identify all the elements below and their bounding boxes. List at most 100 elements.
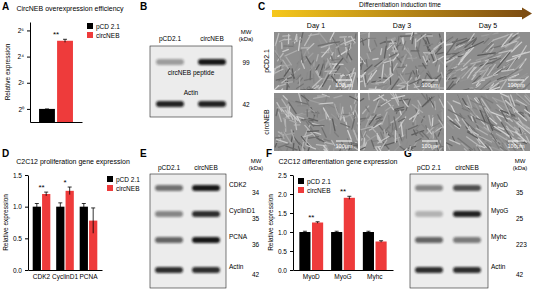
y-tick-mark xyxy=(27,30,30,31)
cell xyxy=(297,84,304,89)
plot-marks xyxy=(33,187,98,270)
cell xyxy=(373,58,378,59)
cell xyxy=(476,89,489,90)
error-bar-line xyxy=(46,192,47,196)
cell xyxy=(422,97,431,106)
cell xyxy=(470,88,478,90)
cell xyxy=(401,97,403,103)
cell xyxy=(519,128,521,133)
cell xyxy=(298,105,306,107)
cell xyxy=(426,90,436,91)
y-tick-mark xyxy=(25,175,28,176)
scale-bar xyxy=(422,141,438,142)
legend-label: pCD 2.1 xyxy=(307,178,331,186)
x-tick: PCNA xyxy=(79,273,98,280)
cell xyxy=(283,96,287,100)
bar-chart: 0.00.51.01.52.02.5MyoDMyoGMyhc****C2C12 … xyxy=(267,158,398,281)
cell xyxy=(278,112,281,121)
lane-label: pCD2.1 xyxy=(159,35,181,43)
cell xyxy=(322,48,330,57)
cell xyxy=(446,37,453,45)
y-tick: 0.5 xyxy=(278,248,293,255)
y-tick: 1.0 xyxy=(278,229,293,236)
chart-title: C2C12 differentiation gene expression xyxy=(279,158,398,166)
cell xyxy=(378,136,389,143)
cell xyxy=(397,36,399,49)
y-tick: 2⁶ xyxy=(18,27,30,34)
chart-title: CircNEB overexpression efficiency xyxy=(16,5,124,13)
y-tick-label: 2⁴ xyxy=(18,53,25,60)
cell xyxy=(476,128,487,135)
cell xyxy=(439,120,444,130)
cell xyxy=(434,42,444,49)
error-bar-cap xyxy=(303,231,307,232)
cell xyxy=(357,127,358,133)
y-tick-label: 0.5 xyxy=(13,235,22,242)
cell xyxy=(275,33,278,45)
cell xyxy=(284,39,291,41)
cell xyxy=(392,96,405,99)
cell xyxy=(307,44,313,50)
y-tick-label: 2⁰ xyxy=(18,105,25,112)
mw-value: 35 xyxy=(252,215,260,222)
cell xyxy=(309,108,314,112)
cell xyxy=(496,110,508,118)
cell xyxy=(360,32,369,35)
y-tick-label: 1.5 xyxy=(13,172,22,179)
cell xyxy=(304,79,312,81)
cell xyxy=(450,121,459,128)
cell xyxy=(424,52,433,54)
row-label: circNEB peptide xyxy=(168,69,215,77)
cell xyxy=(502,34,511,45)
significance: ** xyxy=(38,183,44,192)
scale-bar xyxy=(508,141,524,142)
x-tick: MyoD xyxy=(303,273,320,281)
band xyxy=(453,185,481,191)
error-bar-cap xyxy=(63,39,67,40)
cell xyxy=(391,61,393,72)
cell xyxy=(408,147,411,151)
cell xyxy=(406,141,408,148)
cell xyxy=(392,50,397,51)
cell xyxy=(498,53,510,68)
cell xyxy=(330,64,337,74)
cell xyxy=(399,111,406,120)
mw-value: 42 xyxy=(252,271,260,278)
cell xyxy=(294,137,301,146)
cell xyxy=(276,149,279,151)
y-tick-label: 0.0 xyxy=(278,267,287,274)
cell xyxy=(478,83,493,90)
y-tick: 1.5 xyxy=(13,172,28,179)
cell xyxy=(397,85,405,87)
legend-swatch xyxy=(107,176,113,182)
cell xyxy=(311,61,314,65)
legend: pCD 2.1circNEB xyxy=(87,23,120,39)
error-bar-cap xyxy=(379,240,383,241)
cell xyxy=(416,139,421,142)
cell xyxy=(517,94,530,105)
cell xyxy=(518,122,530,133)
cell xyxy=(363,138,365,147)
cell xyxy=(339,45,349,47)
cell xyxy=(328,42,339,43)
cell xyxy=(291,130,294,140)
mw-header: MW xyxy=(251,158,262,164)
micrograph-bg xyxy=(446,93,530,151)
panel-label: B xyxy=(140,1,147,12)
error-bar-line xyxy=(83,204,84,210)
cell xyxy=(303,87,308,90)
cell xyxy=(447,69,454,75)
band xyxy=(192,211,220,217)
x-tick: CDK2 xyxy=(33,273,51,280)
error-bar xyxy=(58,203,62,211)
cell xyxy=(286,133,294,135)
row-label: MyoG xyxy=(491,207,508,215)
y-tick: 1.0 xyxy=(13,203,28,210)
cell xyxy=(336,42,345,47)
cell xyxy=(399,82,406,85)
bar xyxy=(57,41,73,122)
cell xyxy=(357,78,358,90)
y-axis-line xyxy=(293,176,294,271)
cell xyxy=(418,101,421,106)
cell xyxy=(488,64,496,75)
